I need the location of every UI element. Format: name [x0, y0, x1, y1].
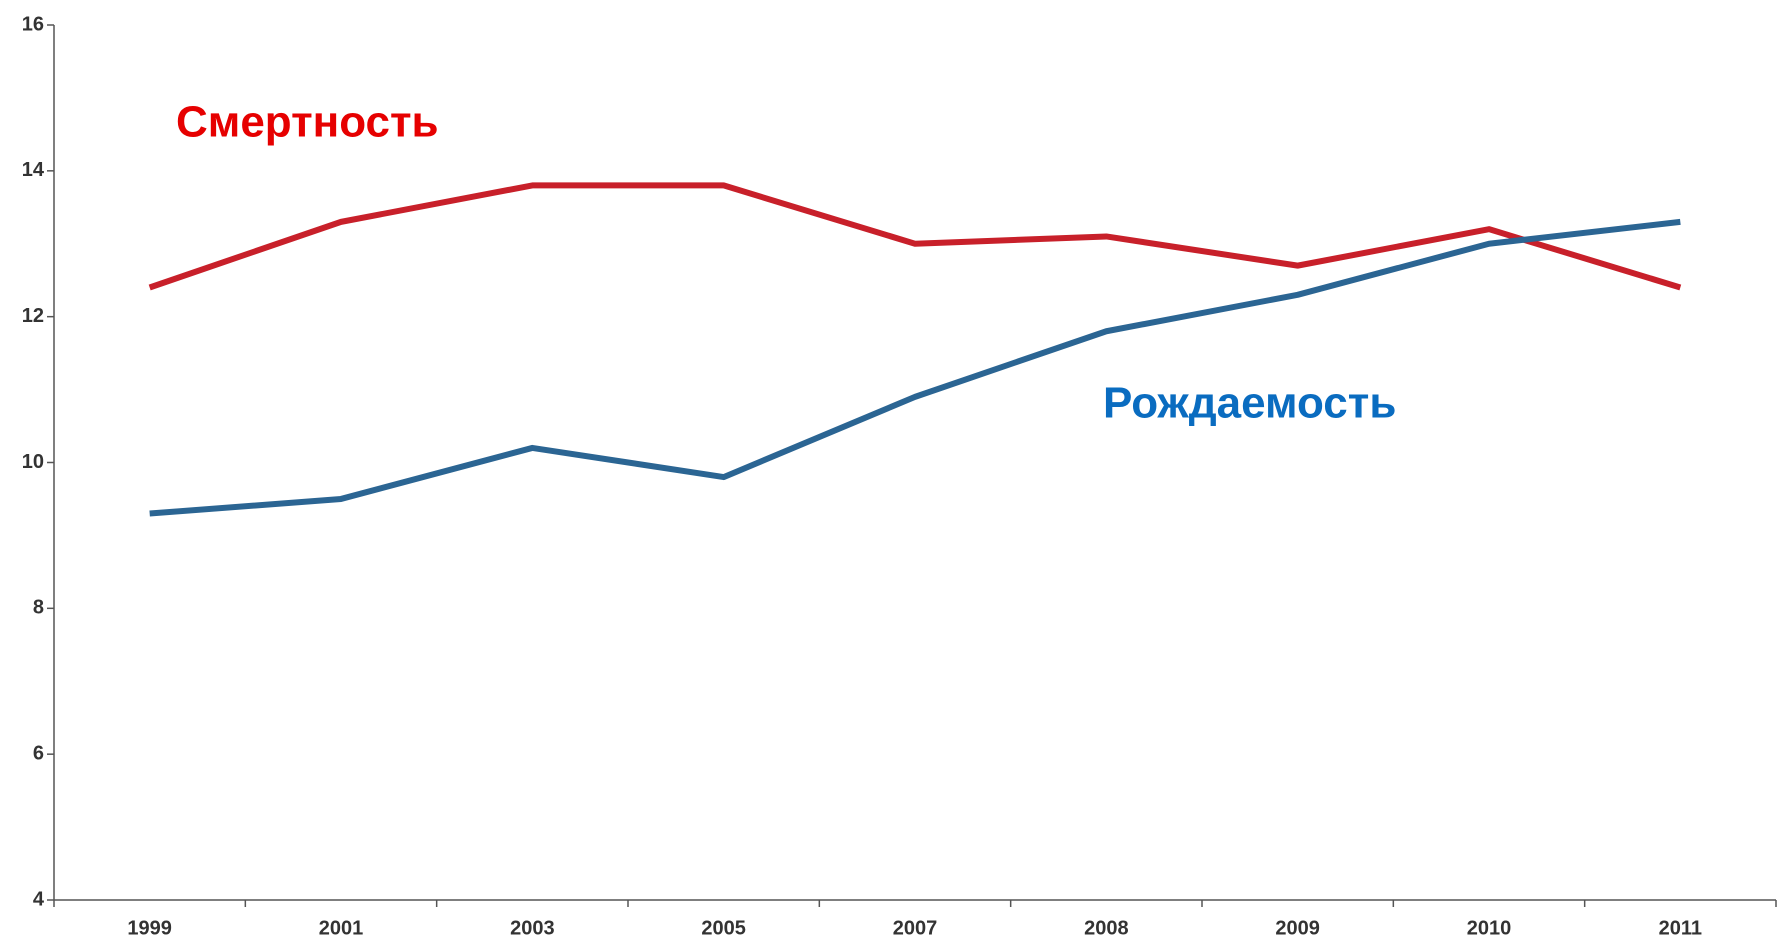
series-label: Рождаемость [1103, 379, 1396, 428]
x-tick-label: 2007 [893, 917, 938, 939]
y-tick-label: 16 [22, 13, 44, 35]
x-tick-label: 2010 [1467, 917, 1512, 939]
y-tick-label: 6 [33, 742, 44, 764]
y-tick-label: 10 [22, 451, 44, 473]
series-line [149, 218, 1681, 517]
x-tick-label: 2008 [1084, 917, 1129, 939]
series-label: Смертность [176, 98, 439, 147]
x-tick-label: 2003 [510, 917, 555, 939]
series-line [148, 182, 1682, 291]
y-tick-label: 12 [22, 305, 44, 327]
x-tick-label: 2009 [1275, 917, 1320, 939]
y-tick-label: 14 [22, 159, 45, 181]
y-tick-label: 8 [33, 597, 44, 619]
y-tick-label: 4 [33, 888, 45, 910]
x-tick-label: 2005 [701, 917, 746, 939]
x-tick-label: 2011 [1659, 917, 1702, 939]
x-tick-label: 2001 [319, 917, 364, 939]
x-tick-label: 1999 [127, 917, 172, 939]
